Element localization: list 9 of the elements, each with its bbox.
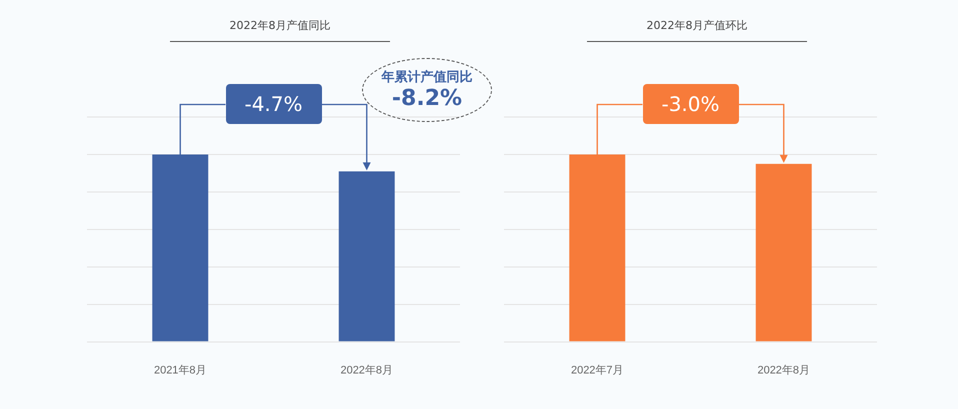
text: -3.0% <box>642 84 738 124</box>
x-tick-label: 2022年7月 <box>570 364 624 376</box>
ellipse-outline: 年累计产值同比 -8.2% <box>362 58 492 122</box>
chart-title: 2022年8月产值环比 <box>587 18 807 42</box>
chart-title: 2022年8月产值同比 <box>170 18 390 42</box>
text: -4.7% <box>226 84 322 124</box>
x-tick-label: 2021年8月 <box>154 364 207 376</box>
x-tick-label: 2022年8月 <box>757 364 810 376</box>
x-tick-label: 2022年8月 <box>340 364 394 376</box>
